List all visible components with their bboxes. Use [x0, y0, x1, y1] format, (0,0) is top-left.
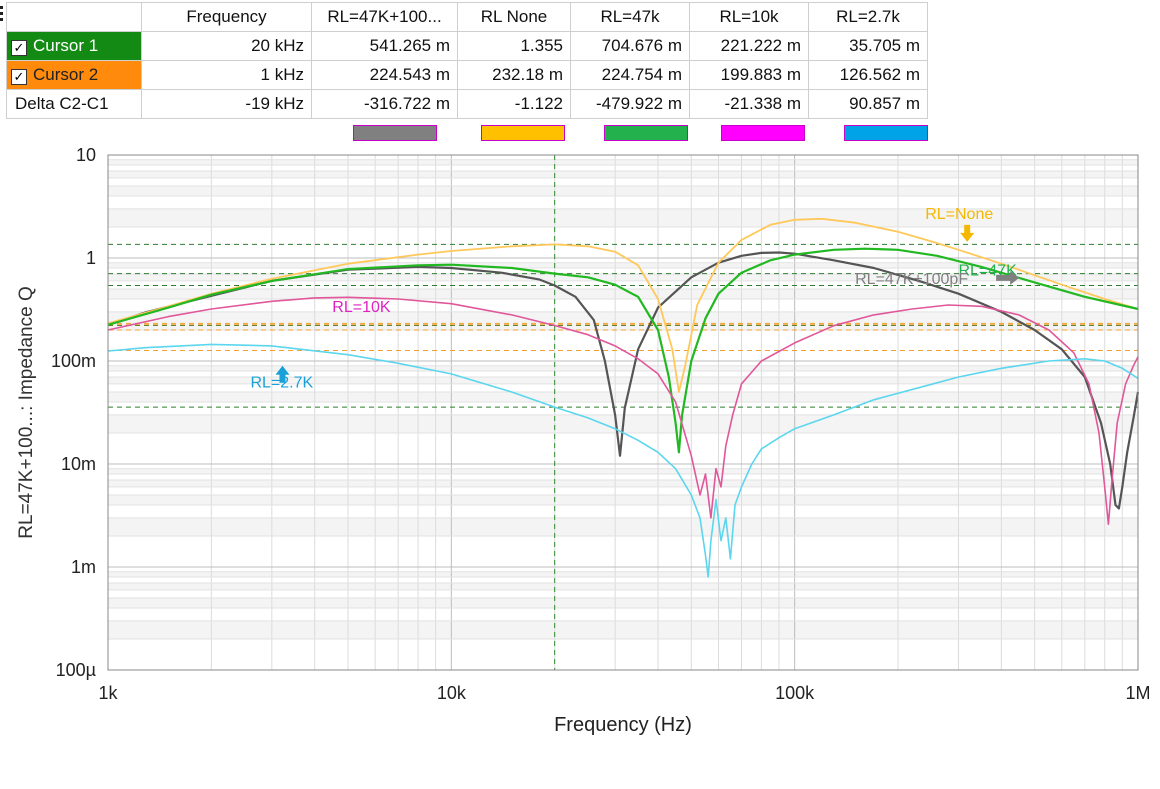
cursor1-row[interactable]: ✓ Cursor 1 20 kHz 541.265 m 1.355 704.676… [6, 31, 928, 61]
annotation-arrow-down-0 [960, 224, 975, 242]
plot-band [108, 392, 1138, 402]
legend-swatch-rl27k[interactable] [844, 125, 928, 141]
x-tick-label-2: 100k [775, 683, 815, 703]
cursor2-rl47k100: 224.543 m [311, 60, 458, 90]
plot-band [108, 289, 1138, 299]
cursor1-rl-none: 1.355 [457, 31, 571, 61]
plot-band [108, 159, 1138, 165]
annotation-label-0: RL=None [925, 206, 993, 223]
plot-frame [107, 154, 1139, 671]
series-line-4 [107, 343, 1139, 578]
series-line-3 [107, 296, 1139, 526]
x-tick-label-3: 1M [1125, 683, 1150, 703]
cursor1-rl47k100: 541.265 m [311, 31, 458, 61]
plot-band [108, 311, 1138, 330]
plot-band [108, 376, 1138, 384]
drag-handle[interactable] [0, 6, 5, 24]
cursor2-label: Cursor 2 [33, 65, 99, 84]
series-line-1 [107, 217, 1139, 393]
y-tick-label-1: 1 [86, 248, 96, 268]
delta-rl-none: -1.122 [457, 89, 571, 119]
plot-band [108, 495, 1138, 505]
plot-band [108, 186, 1138, 196]
y-tick-label-5: 100µ [56, 660, 96, 680]
delta-rl47k: -479.922 m [570, 89, 690, 119]
delta-label: Delta C2-C1 [6, 89, 142, 119]
delta-rl10k: -21.338 m [689, 89, 809, 119]
legend-swatch-rl47k100[interactable] [353, 125, 437, 141]
plot-band [108, 598, 1138, 608]
annotation-label-2: RL=47K+100pF [855, 271, 968, 288]
plot-series [107, 217, 1140, 578]
header-rl47k: RL=47k [570, 2, 690, 32]
x-axis-label: Frequency (Hz) [554, 714, 692, 736]
plot-band [108, 479, 1138, 487]
cursor1-frequency: 20 kHz [141, 31, 312, 61]
plot-band [108, 170, 1138, 178]
x-tick-label-0: 1k [98, 683, 118, 703]
plot-band [108, 582, 1138, 590]
cursor2-frequency: 1 kHz [141, 60, 312, 90]
legend-swatch-rl10k[interactable] [721, 125, 805, 141]
plot-band [108, 262, 1138, 268]
y-tick-label-3: 10m [61, 454, 96, 474]
cursor-level-lines [108, 243, 1138, 408]
annotation-arrow-right-2 [996, 270, 1020, 285]
header-frequency: Frequency [141, 2, 312, 32]
cursor2-rl-none: 232.18 m [457, 60, 571, 90]
delta-row: Delta C2-C1 -19 kHz -316.722 m -1.122 -4… [6, 89, 928, 119]
plot-band [108, 273, 1138, 281]
annotation-label-4: RL=2.7K [250, 375, 313, 392]
cursor2-row[interactable]: ✓ Cursor 2 1 kHz 224.543 m 232.18 m 224.7… [6, 60, 928, 90]
axis-ticks: 1k 10k 100k 1M 10 1 100m 10m 1m 100µ [51, 145, 1151, 703]
legend-swatch-rl-none[interactable] [481, 125, 565, 141]
header-rl47k100: RL=47K+100... [311, 2, 458, 32]
y-tick-label-0: 10 [76, 145, 96, 165]
cursor-table-header: Frequency RL=47K+100... RL None RL=47k R… [6, 2, 928, 32]
annotation-arrow-up-4 [275, 365, 290, 383]
y-axis-label: RL=47K+100...: Impedance Q [16, 286, 37, 538]
cursor1-rl47k: 704.676 m [570, 31, 690, 61]
delta-rl47k100: -316.722 m [311, 89, 458, 119]
cursor2-rl47k: 224.754 m [570, 60, 690, 90]
header-rl27k: RL=2.7k [808, 2, 928, 32]
header-blank [6, 2, 142, 32]
cursor1-label-cell[interactable]: ✓ Cursor 1 [6, 31, 142, 61]
series-line-0 [107, 251, 1140, 510]
y-tick-label-2: 100m [51, 351, 96, 371]
cursor1-label: Cursor 1 [33, 36, 99, 55]
legend-swatch-rl47k[interactable] [604, 125, 688, 141]
cursor2-rl10k: 199.883 m [689, 60, 809, 90]
delta-frequency: -19 kHz [141, 89, 312, 119]
y-tick-label-4: 1m [71, 557, 96, 577]
cursor2-checkbox[interactable]: ✓ [11, 69, 27, 85]
plot-band [108, 620, 1138, 639]
plot-band [108, 468, 1138, 474]
cursor2-label-cell[interactable]: ✓ Cursor 2 [6, 60, 142, 90]
plot-band [108, 208, 1138, 227]
plot-band [108, 365, 1138, 371]
header-rl10k: RL=10k [689, 2, 809, 32]
plot-band [108, 517, 1138, 536]
cursor1-rl10k: 221.222 m [689, 31, 809, 61]
series-line-2 [107, 247, 1139, 454]
delta-rl27k: 90.857 m [808, 89, 928, 119]
cursor1-rl27k: 35.705 m [808, 31, 928, 61]
cursor1-checkbox[interactable]: ✓ [11, 40, 27, 56]
annotation-label-3: RL=10K [332, 299, 391, 316]
plot-band [108, 571, 1138, 577]
plot-grid [107, 155, 1138, 671]
cursor2-rl27k: 126.562 m [808, 60, 928, 90]
header-rl-none: RL None [457, 2, 571, 32]
cursor-table: Frequency RL=47K+100... RL None RL=47k R… [6, 2, 928, 119]
x-tick-label-1: 10k [437, 683, 467, 703]
